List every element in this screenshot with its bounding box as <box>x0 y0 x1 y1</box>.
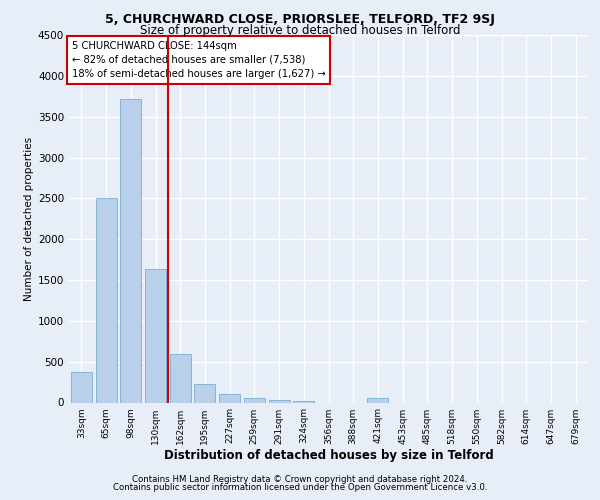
Text: Contains public sector information licensed under the Open Government Licence v3: Contains public sector information licen… <box>113 483 487 492</box>
Bar <box>120 98 141 403</box>
Bar <box>194 384 215 402</box>
Y-axis label: Number of detached properties: Number of detached properties <box>24 136 34 301</box>
Bar <box>269 400 290 402</box>
Bar <box>367 398 388 402</box>
Bar <box>219 394 240 402</box>
Bar <box>71 372 92 402</box>
Text: Size of property relative to detached houses in Telford: Size of property relative to detached ho… <box>140 24 460 37</box>
Bar <box>145 270 166 402</box>
Bar <box>95 198 116 402</box>
Bar <box>170 354 191 403</box>
Text: 5 CHURCHWARD CLOSE: 144sqm
← 82% of detached houses are smaller (7,538)
18% of s: 5 CHURCHWARD CLOSE: 144sqm ← 82% of deta… <box>71 40 325 78</box>
Text: 5, CHURCHWARD CLOSE, PRIORSLEE, TELFORD, TF2 9SJ: 5, CHURCHWARD CLOSE, PRIORSLEE, TELFORD,… <box>105 12 495 26</box>
Bar <box>244 398 265 402</box>
Text: Contains HM Land Registry data © Crown copyright and database right 2024.: Contains HM Land Registry data © Crown c… <box>132 475 468 484</box>
X-axis label: Distribution of detached houses by size in Telford: Distribution of detached houses by size … <box>164 450 493 462</box>
